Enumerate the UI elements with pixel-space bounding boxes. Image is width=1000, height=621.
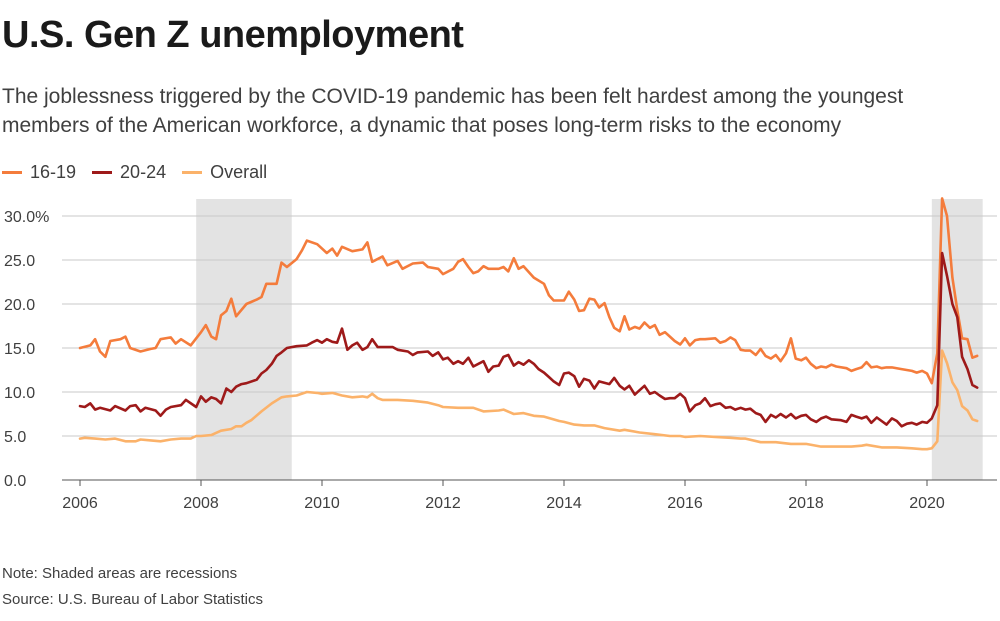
y-tick-label: 30.0% [4,209,49,226]
line-chart: 0.0 5.0 10.0 15.0 20.0 25.0 30.0% 2006 2008 2010 2… [4,197,997,512]
y-tick-label: 20.0 [4,297,35,314]
legend: 16-19 20-24 Overall [2,160,283,184]
chart-title: U.S. Gen Z unemployment [2,14,464,56]
footnote-note: Note: Shaded areas are recessions [2,565,238,582]
y-tick-label: 25.0 [4,253,35,270]
x-tick-label: 2018 [788,495,824,512]
chart-subtitle: The joblessness triggered by the COVID-1… [2,85,904,137]
legend-swatch-16-19 [2,170,22,174]
series-line-overall [78,349,979,451]
x-tick-label: 2014 [546,495,582,512]
legend-label-overall: Overall [210,161,268,182]
y-tick-label: 5.0 [4,429,26,446]
legend-swatch-overall [182,170,203,174]
legend-item-overall: Overall [182,162,267,183]
legend-label-20-24: 20-24 [120,161,167,182]
x-tick-label: 2016 [667,495,703,512]
x-tick-label: 2012 [425,495,461,512]
x-tick-label: 2008 [183,495,219,512]
legend-item-16-19: 16-19 [2,162,76,183]
x-tick-label: 2020 [909,495,945,512]
x-tick-label: 2010 [304,495,340,512]
legend-item-20-24: 20-24 [92,162,166,183]
legend-label-16-19: 16-19 [30,161,77,182]
legend-swatch-20-24 [92,170,113,174]
x-tick-label: 2006 [62,495,98,512]
footnote-source: Source: U.S. Bureau of Labor Statistics [2,591,263,608]
series-line-16-19 [78,197,979,385]
y-tick-label: 15.0 [4,341,35,358]
y-tick-label: 10.0 [4,385,35,402]
series-line-20-24 [78,251,979,428]
recession-band [196,199,292,480]
y-tick-label: 0.0 [4,473,26,490]
